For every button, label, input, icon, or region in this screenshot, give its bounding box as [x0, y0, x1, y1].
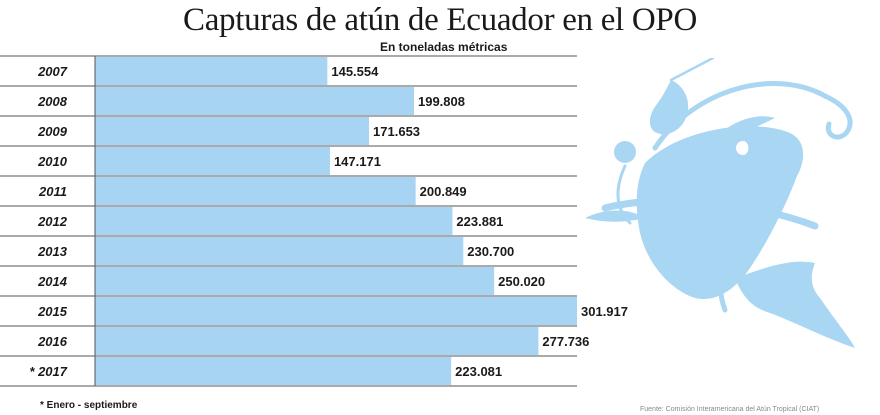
bar — [95, 327, 539, 355]
data-label: 223.881 — [456, 214, 503, 229]
data-label: 147.171 — [334, 154, 381, 169]
data-label: 200.849 — [420, 184, 467, 199]
category-label: * 2017 — [29, 364, 67, 379]
category-label: 2010 — [37, 154, 68, 169]
category-label: 2013 — [37, 244, 68, 259]
bar — [95, 177, 416, 205]
bar — [95, 117, 370, 145]
data-label: 145.554 — [331, 64, 379, 79]
category-label: 2014 — [37, 274, 68, 289]
bar — [95, 357, 452, 385]
category-label: 2011 — [38, 184, 67, 199]
data-label: 230.700 — [467, 244, 514, 259]
bar — [95, 87, 414, 115]
category-label: 2009 — [37, 124, 68, 139]
bar — [95, 297, 577, 325]
chart-rows: 2007 145.554 2008 199.808 2009 171.653 2010 147… — [0, 55, 628, 387]
chart-title: Capturas de atún de Ecuador en el OPO — [183, 2, 697, 38]
data-label: 301.917 — [581, 304, 628, 319]
fish-illustration-icon — [585, 58, 855, 348]
data-label: 277.736 — [542, 334, 589, 349]
bar — [95, 147, 330, 175]
data-label: 250.020 — [498, 274, 545, 289]
chart-subtitle: En toneladas métricas — [380, 40, 508, 54]
category-label: 2016 — [37, 334, 68, 349]
category-label: 2008 — [37, 94, 68, 109]
footnote: * Enero - septiembre — [40, 400, 138, 411]
bar — [95, 267, 495, 295]
bar — [95, 57, 328, 85]
category-label: 2015 — [37, 304, 68, 319]
data-label: 199.808 — [418, 94, 465, 109]
category-label: 2012 — [37, 214, 68, 229]
bar — [95, 207, 453, 235]
category-label: 2007 — [37, 64, 68, 79]
data-label: 171.653 — [373, 124, 420, 139]
data-label: 223.081 — [455, 364, 502, 379]
bar — [95, 237, 464, 265]
source-note: Fuente: Comisión Interamericana del Atún… — [640, 406, 820, 413]
